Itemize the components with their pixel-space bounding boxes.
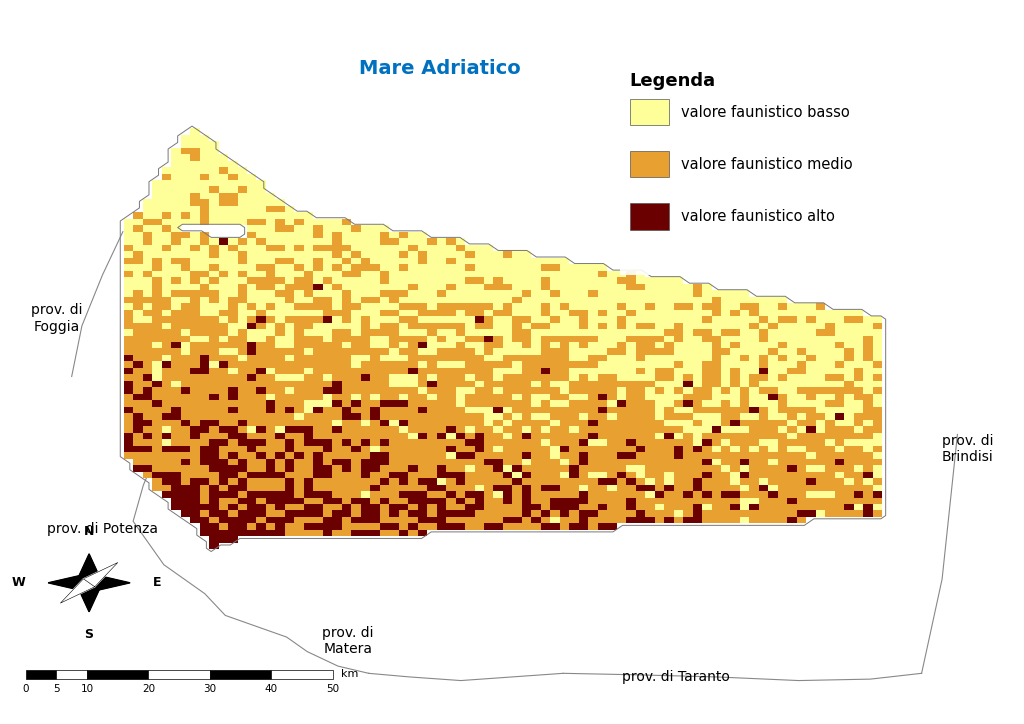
- Text: valore faunistico basso: valore faunistico basso: [681, 105, 850, 119]
- Text: E: E: [153, 576, 161, 589]
- Text: Mare Adriatico: Mare Adriatico: [359, 59, 521, 78]
- Bar: [148, 670, 210, 679]
- Text: 30: 30: [204, 684, 216, 694]
- Text: N: N: [84, 525, 94, 538]
- Text: valore faunistico alto: valore faunistico alto: [681, 209, 835, 224]
- Text: prov. di
Matera: prov. di Matera: [323, 626, 374, 656]
- Polygon shape: [76, 554, 102, 583]
- Text: 0: 0: [23, 684, 29, 694]
- Bar: [630, 151, 669, 177]
- Text: 40: 40: [265, 684, 278, 694]
- Text: 5: 5: [53, 684, 59, 694]
- Bar: [630, 203, 669, 230]
- Text: 20: 20: [142, 684, 155, 694]
- Text: prov. di Taranto: prov. di Taranto: [622, 670, 730, 684]
- Bar: [56, 670, 87, 679]
- Bar: [26, 670, 56, 679]
- Text: valore faunistico medio: valore faunistico medio: [681, 157, 853, 172]
- Bar: [271, 670, 333, 679]
- Bar: [87, 670, 148, 679]
- Polygon shape: [89, 573, 130, 592]
- Text: prov. di Potenza: prov. di Potenza: [47, 521, 158, 536]
- Text: km: km: [341, 670, 358, 679]
- Polygon shape: [48, 573, 89, 592]
- Text: S: S: [85, 628, 93, 641]
- Bar: [210, 670, 271, 679]
- Text: 10: 10: [81, 684, 93, 694]
- Text: 50: 50: [327, 684, 339, 694]
- Polygon shape: [60, 578, 95, 603]
- Polygon shape: [76, 583, 102, 612]
- Text: prov. di
Foggia: prov. di Foggia: [31, 303, 82, 334]
- Bar: [630, 99, 669, 125]
- Polygon shape: [83, 563, 118, 587]
- Text: prov. di
Brindisi: prov. di Brindisi: [942, 434, 993, 464]
- Text: W: W: [12, 576, 26, 589]
- Bar: [620, 54, 1014, 275]
- Text: Legenda: Legenda: [630, 72, 716, 90]
